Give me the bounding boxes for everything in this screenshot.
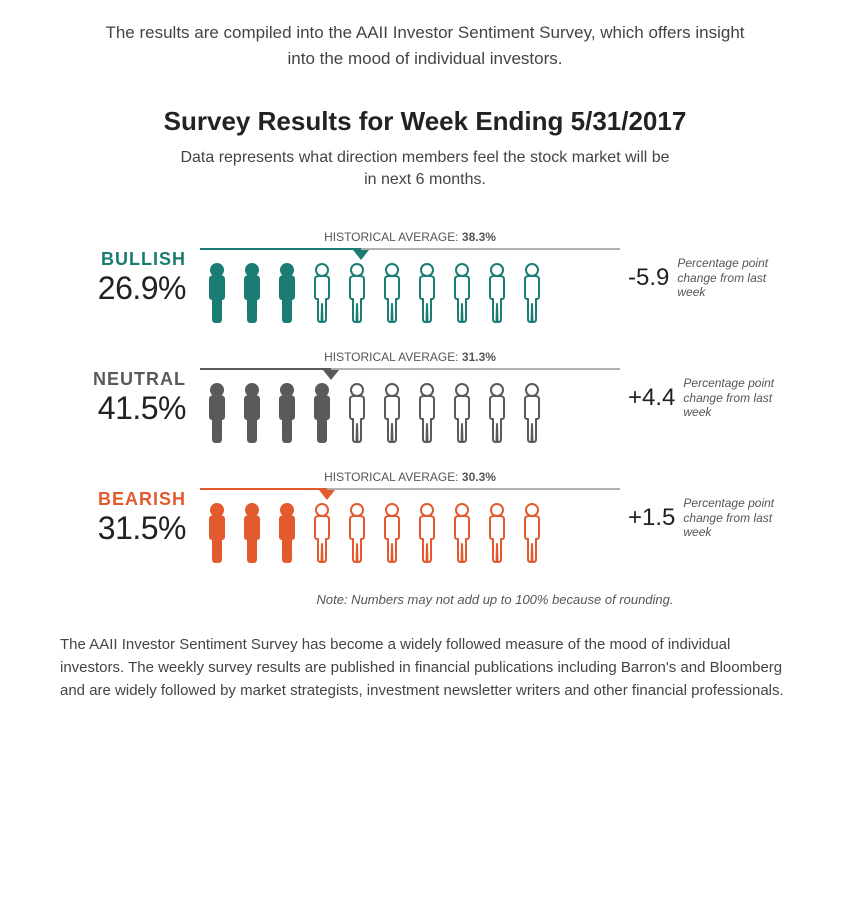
person-icon [375, 502, 409, 564]
neutral-percentage: 41.5% [60, 390, 186, 427]
sentiment-rows: BULLISH26.9%HISTORICAL AVERAGE: 38.3% -5… [60, 232, 790, 564]
person-icon [235, 502, 269, 564]
change-description: Percentage point change from last week [683, 496, 790, 539]
bullish-change-value: -5.9 [628, 264, 669, 292]
intro-text: The results are compiled into the AAII I… [60, 20, 790, 71]
bearish-label: BEARISH [60, 489, 186, 510]
person-icon [235, 262, 269, 324]
person-icon [480, 502, 514, 564]
neutral-historical-label: HISTORICAL AVERAGE: 31.3% [200, 350, 620, 364]
bearish-historical-label: HISTORICAL AVERAGE: 30.3% [200, 470, 620, 484]
bullish-percentage: 26.9% [60, 270, 186, 307]
sentiment-row-bullish: BULLISH26.9%HISTORICAL AVERAGE: 38.3% -5… [60, 232, 790, 324]
bullish-label: BULLISH [60, 249, 186, 270]
person-icon [515, 502, 549, 564]
bullish-historical-marker-icon [353, 250, 369, 260]
hist-prefix: HISTORICAL AVERAGE: [324, 470, 458, 484]
neutral-change-value: +4.4 [628, 384, 675, 412]
page-title: Survey Results for Week Ending 5/31/2017 [60, 106, 790, 137]
bullish-people-icons [200, 262, 620, 324]
person-icon [340, 382, 374, 444]
bearish-change-value: +1.5 [628, 504, 675, 532]
person-icon [410, 382, 444, 444]
person-icon [305, 502, 339, 564]
bearish-icon-area: HISTORICAL AVERAGE: 30.3% [200, 472, 620, 564]
person-icon [305, 382, 339, 444]
sentiment-row-neutral: NEUTRAL41.5%HISTORICAL AVERAGE: 31.3% +4… [60, 352, 790, 444]
rounding-note: Note: Numbers may not add up to 100% bec… [200, 592, 790, 607]
person-icon [200, 502, 234, 564]
bearish-change: +1.5 Percentage point change from last we… [620, 496, 790, 539]
bullish-historical-label: HISTORICAL AVERAGE: 38.3% [200, 230, 620, 244]
person-icon [305, 262, 339, 324]
person-icon [445, 502, 479, 564]
person-icon [480, 262, 514, 324]
person-icon [270, 502, 304, 564]
bullish-divider [200, 248, 620, 250]
person-icon [410, 502, 444, 564]
bullish-icon-area: HISTORICAL AVERAGE: 38.3% [200, 232, 620, 324]
person-icon [445, 262, 479, 324]
person-icon [270, 262, 304, 324]
neutral-historical-marker-icon [323, 370, 339, 380]
bearish-historical-value: 30.3% [462, 470, 496, 484]
person-icon [235, 382, 269, 444]
neutral-people-icons [200, 382, 620, 444]
neutral-historical-value: 31.3% [462, 350, 496, 364]
change-description: Percentage point change from last week [683, 376, 790, 419]
sentiment-row-bearish: BEARISH31.5%HISTORICAL AVERAGE: 30.3% +1… [60, 472, 790, 564]
person-icon [480, 382, 514, 444]
person-icon [375, 382, 409, 444]
person-icon [340, 502, 374, 564]
person-icon [375, 262, 409, 324]
bearish-percentage: 31.5% [60, 510, 186, 547]
bearish-divider [200, 488, 620, 490]
neutral-icon-area: HISTORICAL AVERAGE: 31.3% [200, 352, 620, 444]
change-description: Percentage point change from last week [677, 256, 790, 299]
person-icon [445, 382, 479, 444]
hist-prefix: HISTORICAL AVERAGE: [324, 230, 458, 244]
person-icon [410, 262, 444, 324]
page-subtitle: Data represents what direction members f… [60, 147, 790, 192]
person-icon [200, 262, 234, 324]
row-left: NEUTRAL41.5% [60, 369, 200, 427]
footer-text: The AAII Investor Sentiment Survey has b… [60, 633, 790, 703]
person-icon [270, 382, 304, 444]
person-icon [515, 262, 549, 324]
bullish-change: -5.9 Percentage point change from last we… [620, 256, 790, 299]
row-left: BEARISH31.5% [60, 489, 200, 547]
bullish-historical-value: 38.3% [462, 230, 496, 244]
row-left: BULLISH26.9% [60, 249, 200, 307]
hist-prefix: HISTORICAL AVERAGE: [324, 350, 458, 364]
person-icon [200, 382, 234, 444]
neutral-label: NEUTRAL [60, 369, 186, 390]
person-icon [515, 382, 549, 444]
person-icon [340, 262, 374, 324]
neutral-divider [200, 368, 620, 370]
bearish-historical-marker-icon [319, 490, 335, 500]
bearish-people-icons [200, 502, 620, 564]
neutral-change: +4.4 Percentage point change from last we… [620, 376, 790, 419]
